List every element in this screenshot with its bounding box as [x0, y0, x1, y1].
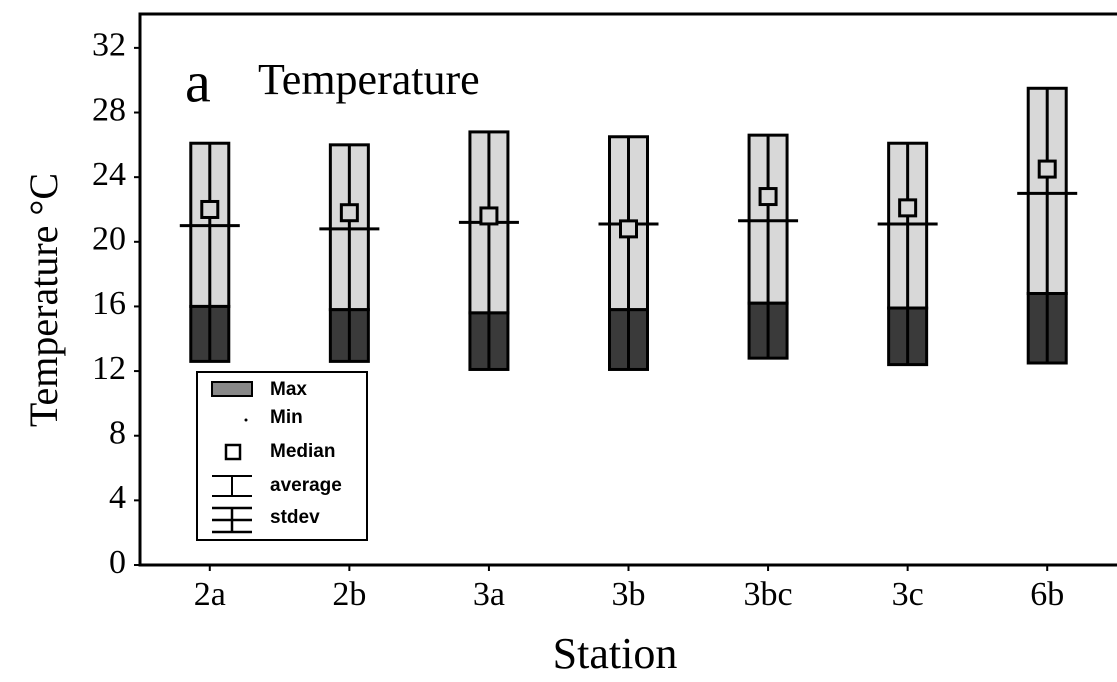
y-tick-label: 24	[92, 156, 126, 193]
median-marker	[339, 203, 359, 223]
y-tick-label: 28	[92, 91, 126, 128]
x-tick-label: 3b	[612, 576, 646, 613]
median-marker	[1037, 159, 1057, 179]
y-tick-label: 20	[92, 221, 126, 258]
y-tick-label: 16	[92, 285, 126, 322]
median-marker	[619, 219, 638, 239]
legend-icon-max	[211, 381, 253, 397]
x-tick-label: 3bc	[744, 576, 793, 613]
x-tick-label: 3a	[473, 576, 505, 613]
legend-label: Max	[270, 379, 307, 400]
y-axis-label: Temperature °C	[21, 173, 66, 427]
y-tick-label: 32	[92, 27, 126, 64]
plot-frame	[138, 12, 1117, 567]
x-tick-label: 3c	[892, 576, 924, 613]
y-tick-label: 4	[109, 479, 126, 516]
legend-icon-stdev	[212, 506, 252, 534]
median-marker	[898, 198, 918, 218]
median-marker	[200, 199, 220, 219]
x-tick-label: 6b	[1030, 576, 1064, 613]
legend-label: Median	[270, 441, 335, 462]
legend: Max Min Median average stdev	[196, 371, 368, 541]
panel-letter: a	[185, 49, 211, 114]
y-tick-label: 12	[92, 350, 126, 387]
x-axis-label: Station	[553, 629, 678, 678]
y-tick-label: 0	[109, 544, 126, 581]
x-tick-label: 2a	[194, 576, 226, 613]
legend-label: stdev	[270, 507, 320, 528]
x-tick-label: 2b	[332, 576, 366, 613]
legend-label: average	[270, 475, 342, 496]
y-tick-label: 8	[109, 415, 126, 452]
legend-icon-min	[244, 418, 248, 422]
median-marker	[479, 206, 499, 226]
legend-icon-average	[212, 475, 252, 497]
legend-icon-median	[224, 443, 242, 461]
median-marker	[758, 187, 778, 207]
chart-title: Temperature	[258, 55, 480, 104]
legend-label: Min	[270, 407, 303, 428]
